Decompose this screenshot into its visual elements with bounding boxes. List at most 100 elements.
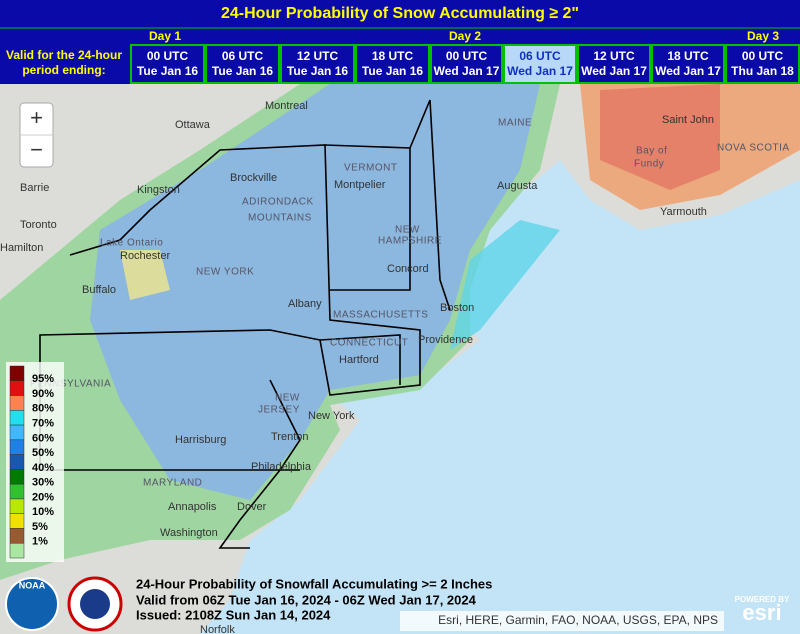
place-label: MOUNTAINS	[248, 213, 312, 224]
place-label: MASSACHUSETTS	[333, 310, 428, 321]
time-button[interactable]	[651, 44, 725, 84]
legend-swatch	[9, 469, 25, 485]
place-label: Annapolis	[168, 501, 217, 513]
legend-swatch	[9, 365, 25, 382]
legend-label: 5%	[32, 521, 48, 533]
valid-label: Valid for the 24-hour	[6, 48, 122, 62]
legend-label: 60%	[32, 432, 54, 444]
place-label: NEW YORK	[196, 267, 254, 278]
caption: 24-Hour Probability of Snowfall Accumula…	[136, 576, 492, 591]
time-button-label: Wed Jan 17	[434, 64, 500, 78]
legend-label: 40%	[32, 462, 54, 474]
time-button-label: 00 UTC	[446, 49, 488, 63]
place-label: Washington	[160, 527, 218, 539]
legend-swatch	[9, 410, 25, 426]
zoom-out[interactable]: −	[30, 137, 43, 162]
time-button-label: Tue Jan 16	[287, 64, 348, 78]
time-button[interactable]	[503, 44, 577, 84]
place-label: Trenton	[271, 431, 309, 443]
time-button-label: Tue Jan 16	[137, 64, 198, 78]
time-button[interactable]	[430, 44, 503, 84]
place-label: Buffalo	[82, 284, 116, 296]
legend-label: 50%	[32, 447, 54, 459]
time-button[interactable]	[577, 44, 651, 84]
prob-mid	[90, 84, 540, 500]
place-label: NEW	[275, 393, 300, 404]
legend-swatch	[9, 424, 25, 441]
time-button[interactable]	[205, 44, 280, 84]
time-button-label: Thu Jan 18	[731, 64, 794, 78]
legend-label: 80%	[32, 403, 54, 415]
prob-coast	[450, 220, 560, 350]
time-button[interactable]	[280, 44, 355, 84]
title: 24-Hour Probability of Snow Accumulating…	[221, 5, 579, 22]
caption: Valid from 06Z Tue Jan 16, 2024 - 06Z We…	[136, 592, 477, 607]
valid-label: period ending:	[22, 63, 105, 77]
attribution: Esri, HERE, Garmin, FAO, NOAA, USGS, EPA…	[438, 613, 718, 627]
place-label: CONNECTICUT	[330, 338, 408, 349]
place-label: Ottawa	[175, 119, 211, 131]
border	[39, 144, 421, 471]
noaa-text: NOAA	[19, 580, 46, 590]
time-button[interactable]	[725, 44, 800, 84]
time-button-label: Wed Jan 17	[655, 64, 721, 78]
place-label: Albany	[288, 298, 322, 310]
place-label: Providence	[418, 334, 473, 346]
place-label: NEW	[395, 225, 420, 236]
place-label: Hartford	[339, 354, 379, 366]
zoom-control: + −	[19, 102, 54, 168]
border	[218, 379, 301, 549]
caption: Issued: 2108Z Sun Jan 14, 2024	[136, 607, 331, 622]
attribution-bg	[400, 611, 724, 631]
prob-higher	[600, 84, 720, 190]
place-label: Hamilton	[0, 242, 43, 254]
legend-label: 70%	[32, 418, 54, 430]
border	[319, 334, 401, 385]
time-button-label: 00 UTC	[147, 49, 189, 63]
place-label: Toronto	[20, 219, 57, 231]
time-button-label: 18 UTC	[372, 49, 414, 63]
place-label: Dover	[237, 501, 267, 513]
place-label: JERSEY	[258, 405, 300, 416]
powered-by: POWERED BY	[735, 595, 790, 604]
legend-swatch	[9, 513, 25, 529]
time-button[interactable]	[130, 44, 205, 84]
place-label: ADIRONDACK	[242, 197, 314, 208]
day-label: Day 3	[747, 29, 779, 43]
place-label: Harrisburg	[175, 434, 226, 446]
place-label: VERMONT	[344, 163, 398, 174]
place-label: Lake Ontario	[100, 238, 163, 249]
place-label: HAMPSHIRE	[378, 236, 442, 247]
time-button-label: 12 UTC	[593, 49, 635, 63]
time-button-label: 06 UTC	[222, 49, 264, 63]
place-label: Montpelier	[334, 179, 386, 191]
place-label: Bay of	[636, 146, 667, 157]
legend-swatch	[9, 380, 25, 396]
legend-swatch	[9, 483, 25, 500]
legend-label: 95%	[32, 373, 54, 385]
zoom-in[interactable]: +	[30, 105, 43, 130]
time-button-label: 00 UTC	[742, 49, 784, 63]
place-label: MAINE	[498, 118, 532, 129]
place-label: Kingston	[137, 184, 180, 196]
legend-label: 10%	[32, 506, 54, 518]
place-label: Fundy	[634, 159, 664, 170]
time-button[interactable]	[355, 44, 430, 84]
place-label: Norfolk	[200, 624, 235, 634]
borders	[39, 99, 451, 549]
legend-swatch	[9, 395, 25, 411]
noaa-logo	[5, 577, 59, 631]
prob-pocket	[120, 250, 170, 300]
place-label: Augusta	[497, 180, 538, 192]
time-button-label: 18 UTC	[667, 49, 709, 63]
time-button-label: Tue Jan 16	[362, 64, 423, 78]
legend-swatch	[9, 454, 25, 470]
legend-label: 90%	[32, 388, 54, 400]
esri-logo: esri	[742, 600, 781, 625]
place-label: PENNSYLVANIA	[30, 379, 111, 390]
legend-label: 1%	[32, 536, 48, 548]
place-label: Saint John	[662, 114, 714, 126]
legend-swatch	[9, 439, 25, 455]
